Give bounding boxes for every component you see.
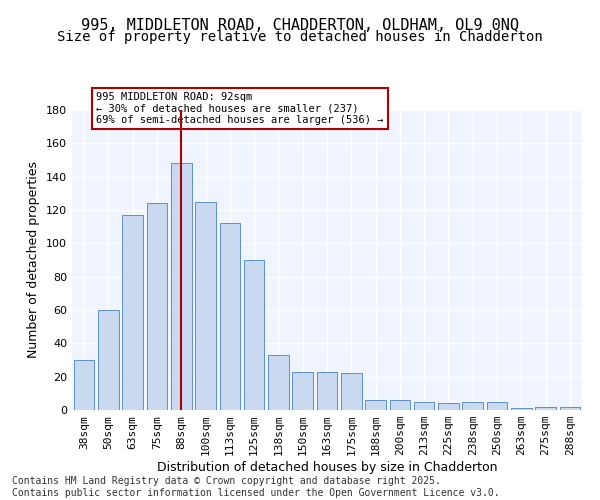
Bar: [560, 406, 580, 410]
Text: Contains HM Land Registry data © Crown copyright and database right 2025.
Contai: Contains HM Land Registry data © Crown c…: [12, 476, 500, 498]
Bar: [438, 404, 459, 410]
Bar: [535, 406, 556, 410]
Bar: [171, 164, 191, 410]
Y-axis label: Number of detached properties: Number of detached properties: [28, 162, 40, 358]
Bar: [146, 204, 167, 410]
X-axis label: Distribution of detached houses by size in Chadderton: Distribution of detached houses by size …: [157, 461, 497, 474]
Bar: [244, 260, 265, 410]
Bar: [389, 400, 410, 410]
Bar: [511, 408, 532, 410]
Bar: [487, 402, 508, 410]
Bar: [220, 224, 240, 410]
Bar: [122, 215, 143, 410]
Bar: [268, 355, 289, 410]
Bar: [292, 372, 313, 410]
Text: 995 MIDDLETON ROAD: 92sqm
← 30% of detached houses are smaller (237)
69% of semi: 995 MIDDLETON ROAD: 92sqm ← 30% of detac…: [96, 92, 384, 126]
Text: Size of property relative to detached houses in Chadderton: Size of property relative to detached ho…: [57, 30, 543, 44]
Bar: [365, 400, 386, 410]
Bar: [463, 402, 483, 410]
Bar: [317, 372, 337, 410]
Bar: [195, 202, 216, 410]
Bar: [414, 402, 434, 410]
Bar: [98, 310, 119, 410]
Bar: [341, 374, 362, 410]
Text: 995, MIDDLETON ROAD, CHADDERTON, OLDHAM, OL9 0NQ: 995, MIDDLETON ROAD, CHADDERTON, OLDHAM,…: [81, 18, 519, 32]
Bar: [74, 360, 94, 410]
